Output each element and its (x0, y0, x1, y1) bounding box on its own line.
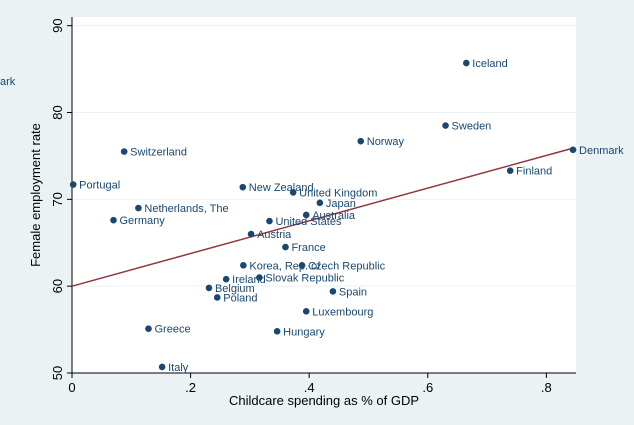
point-label: Hungary (283, 326, 325, 338)
y-tick-label: 50 (50, 366, 65, 380)
point-label: Greece (154, 324, 190, 336)
point-label: Finland (516, 166, 552, 178)
x-axis-ticks: 0 .2 .4 .6 .8 (68, 373, 552, 395)
x-tick-label: .2 (185, 380, 196, 395)
data-point (302, 211, 310, 219)
x-tick-label: .6 (422, 380, 433, 395)
y-tick-label: 80 (50, 105, 65, 119)
data-point (569, 146, 577, 154)
point-label: Switzerland (130, 147, 187, 159)
point-label: Portugal (79, 180, 120, 192)
data-point (266, 217, 273, 225)
data-point (247, 230, 255, 238)
data-point (289, 189, 297, 196)
data-point (110, 216, 117, 224)
x-axis-title: Childcare spending as % of GDP (229, 393, 419, 408)
data-point (69, 181, 77, 188)
point-label: Austria (257, 229, 292, 241)
clipped-point-label: ark (0, 76, 16, 88)
fit-line-group (71, 147, 574, 287)
point-label: Italy (168, 362, 189, 374)
point-label: Japan (326, 198, 356, 210)
point-label: Iceland (472, 58, 507, 70)
data-point (282, 243, 289, 251)
y-axis-title: Female employment rate (28, 123, 43, 267)
x-tick-label: .8 (541, 380, 552, 395)
y-axis-ticks: 50 60 70 80 90 (50, 18, 72, 380)
data-point (256, 274, 263, 281)
x-tick-label: 0 (68, 380, 75, 395)
data-point (239, 183, 247, 191)
data-point (213, 294, 221, 301)
y-tick-label: 70 (50, 192, 65, 206)
point-label: Belgium (215, 283, 255, 295)
point-label: United Kingdom (299, 187, 377, 199)
data-point (135, 204, 142, 212)
data-point (302, 308, 310, 315)
data-point (506, 167, 514, 174)
point-label: Czech Republic (308, 260, 386, 272)
point-label: Slovak Republic (265, 272, 344, 284)
point-label: Denmark (579, 145, 624, 157)
data-point (145, 325, 152, 333)
point-label: France (291, 242, 325, 254)
fit-line (71, 147, 574, 287)
data-point (298, 262, 306, 269)
y-tick-label: 60 (50, 279, 65, 293)
data-point (316, 199, 324, 207)
point-label: Netherlands, The (144, 203, 228, 215)
data-point (120, 148, 128, 155)
point-label: United States (275, 216, 342, 228)
point-label: Norway (367, 136, 405, 148)
data-point (357, 137, 365, 145)
point-label: Spain (339, 286, 367, 298)
point-label: New Zealand (249, 182, 314, 194)
point-label: Australia (312, 210, 356, 222)
point-label: Germany (120, 215, 166, 227)
data-point (240, 262, 247, 269)
point-label: Poland (223, 292, 257, 304)
data-point (158, 363, 166, 371)
point-label: Luxembourg (312, 306, 373, 318)
data-point (273, 328, 281, 335)
data-point (222, 275, 230, 283)
point-label: Sweden (452, 121, 492, 133)
data-point (442, 122, 449, 129)
data-point (329, 288, 337, 295)
data-points: Iceland Sweden Norway Denmark Switzerland Fin… (69, 58, 624, 374)
data-point (205, 284, 213, 292)
y-tick-label: 90 (50, 18, 65, 32)
data-point (463, 59, 470, 67)
plot-area (72, 17, 576, 373)
x-tick-label: .4 (304, 380, 315, 395)
